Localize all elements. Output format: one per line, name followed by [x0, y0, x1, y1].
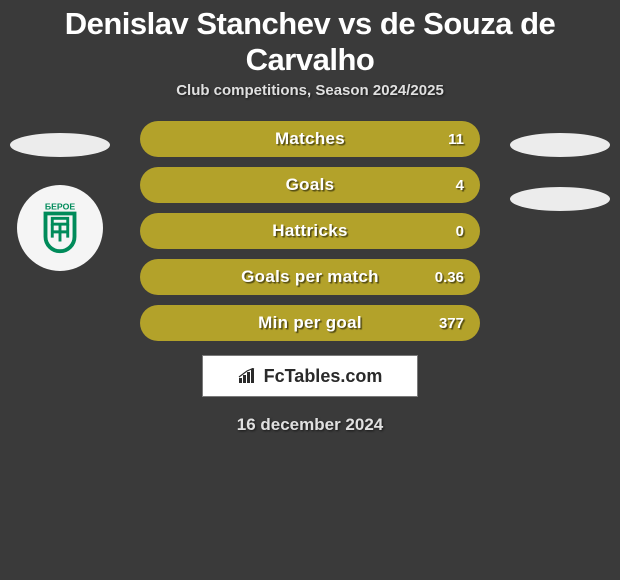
stat-value: 11	[448, 131, 464, 148]
subtitle: Club competitions, Season 2024/2025	[0, 82, 620, 121]
brand-attribution[interactable]: FcTables.com	[202, 355, 418, 397]
stat-value: 4	[456, 177, 464, 194]
stat-value: 0.36	[435, 269, 464, 286]
svg-text:БЕРОЕ: БЕРОЕ	[45, 202, 75, 212]
stat-row: Hattricks 0	[140, 213, 480, 249]
player-avatar-left	[10, 133, 110, 157]
stat-row: Min per goal 377	[140, 305, 480, 341]
comparison-card: Denislav Stanchev vs de Souza de Carvalh…	[0, 0, 620, 580]
beroe-logo-icon: БЕРОЕ	[31, 199, 89, 257]
bar-chart-icon	[238, 368, 258, 384]
stat-label: Hattricks	[272, 221, 347, 241]
stats-area: БЕРОЕ Matches 11 Goals 4 Hattricks	[0, 121, 620, 435]
right-player-col	[510, 121, 610, 227]
stat-value: 377	[439, 315, 464, 332]
player-avatar-right	[510, 133, 610, 157]
stat-row: Goals 4	[140, 167, 480, 203]
brand-text: FcTables.com	[264, 366, 383, 387]
stat-pill-list: Matches 11 Goals 4 Hattricks 0 Goals per…	[140, 121, 480, 341]
page-title: Denislav Stanchev vs de Souza de Carvalh…	[0, 0, 620, 82]
left-player-col: БЕРОЕ	[10, 121, 110, 271]
stat-label: Goals	[286, 175, 335, 195]
stat-row: Matches 11	[140, 121, 480, 157]
club-badge-left: БЕРОЕ	[17, 185, 103, 271]
stat-value: 0	[456, 223, 464, 240]
stat-row: Goals per match 0.36	[140, 259, 480, 295]
stat-label: Min per goal	[258, 313, 362, 333]
stat-label: Goals per match	[241, 267, 379, 287]
stat-label: Matches	[275, 129, 345, 149]
club-badge-right	[510, 187, 610, 211]
date-text: 16 december 2024	[0, 397, 620, 435]
